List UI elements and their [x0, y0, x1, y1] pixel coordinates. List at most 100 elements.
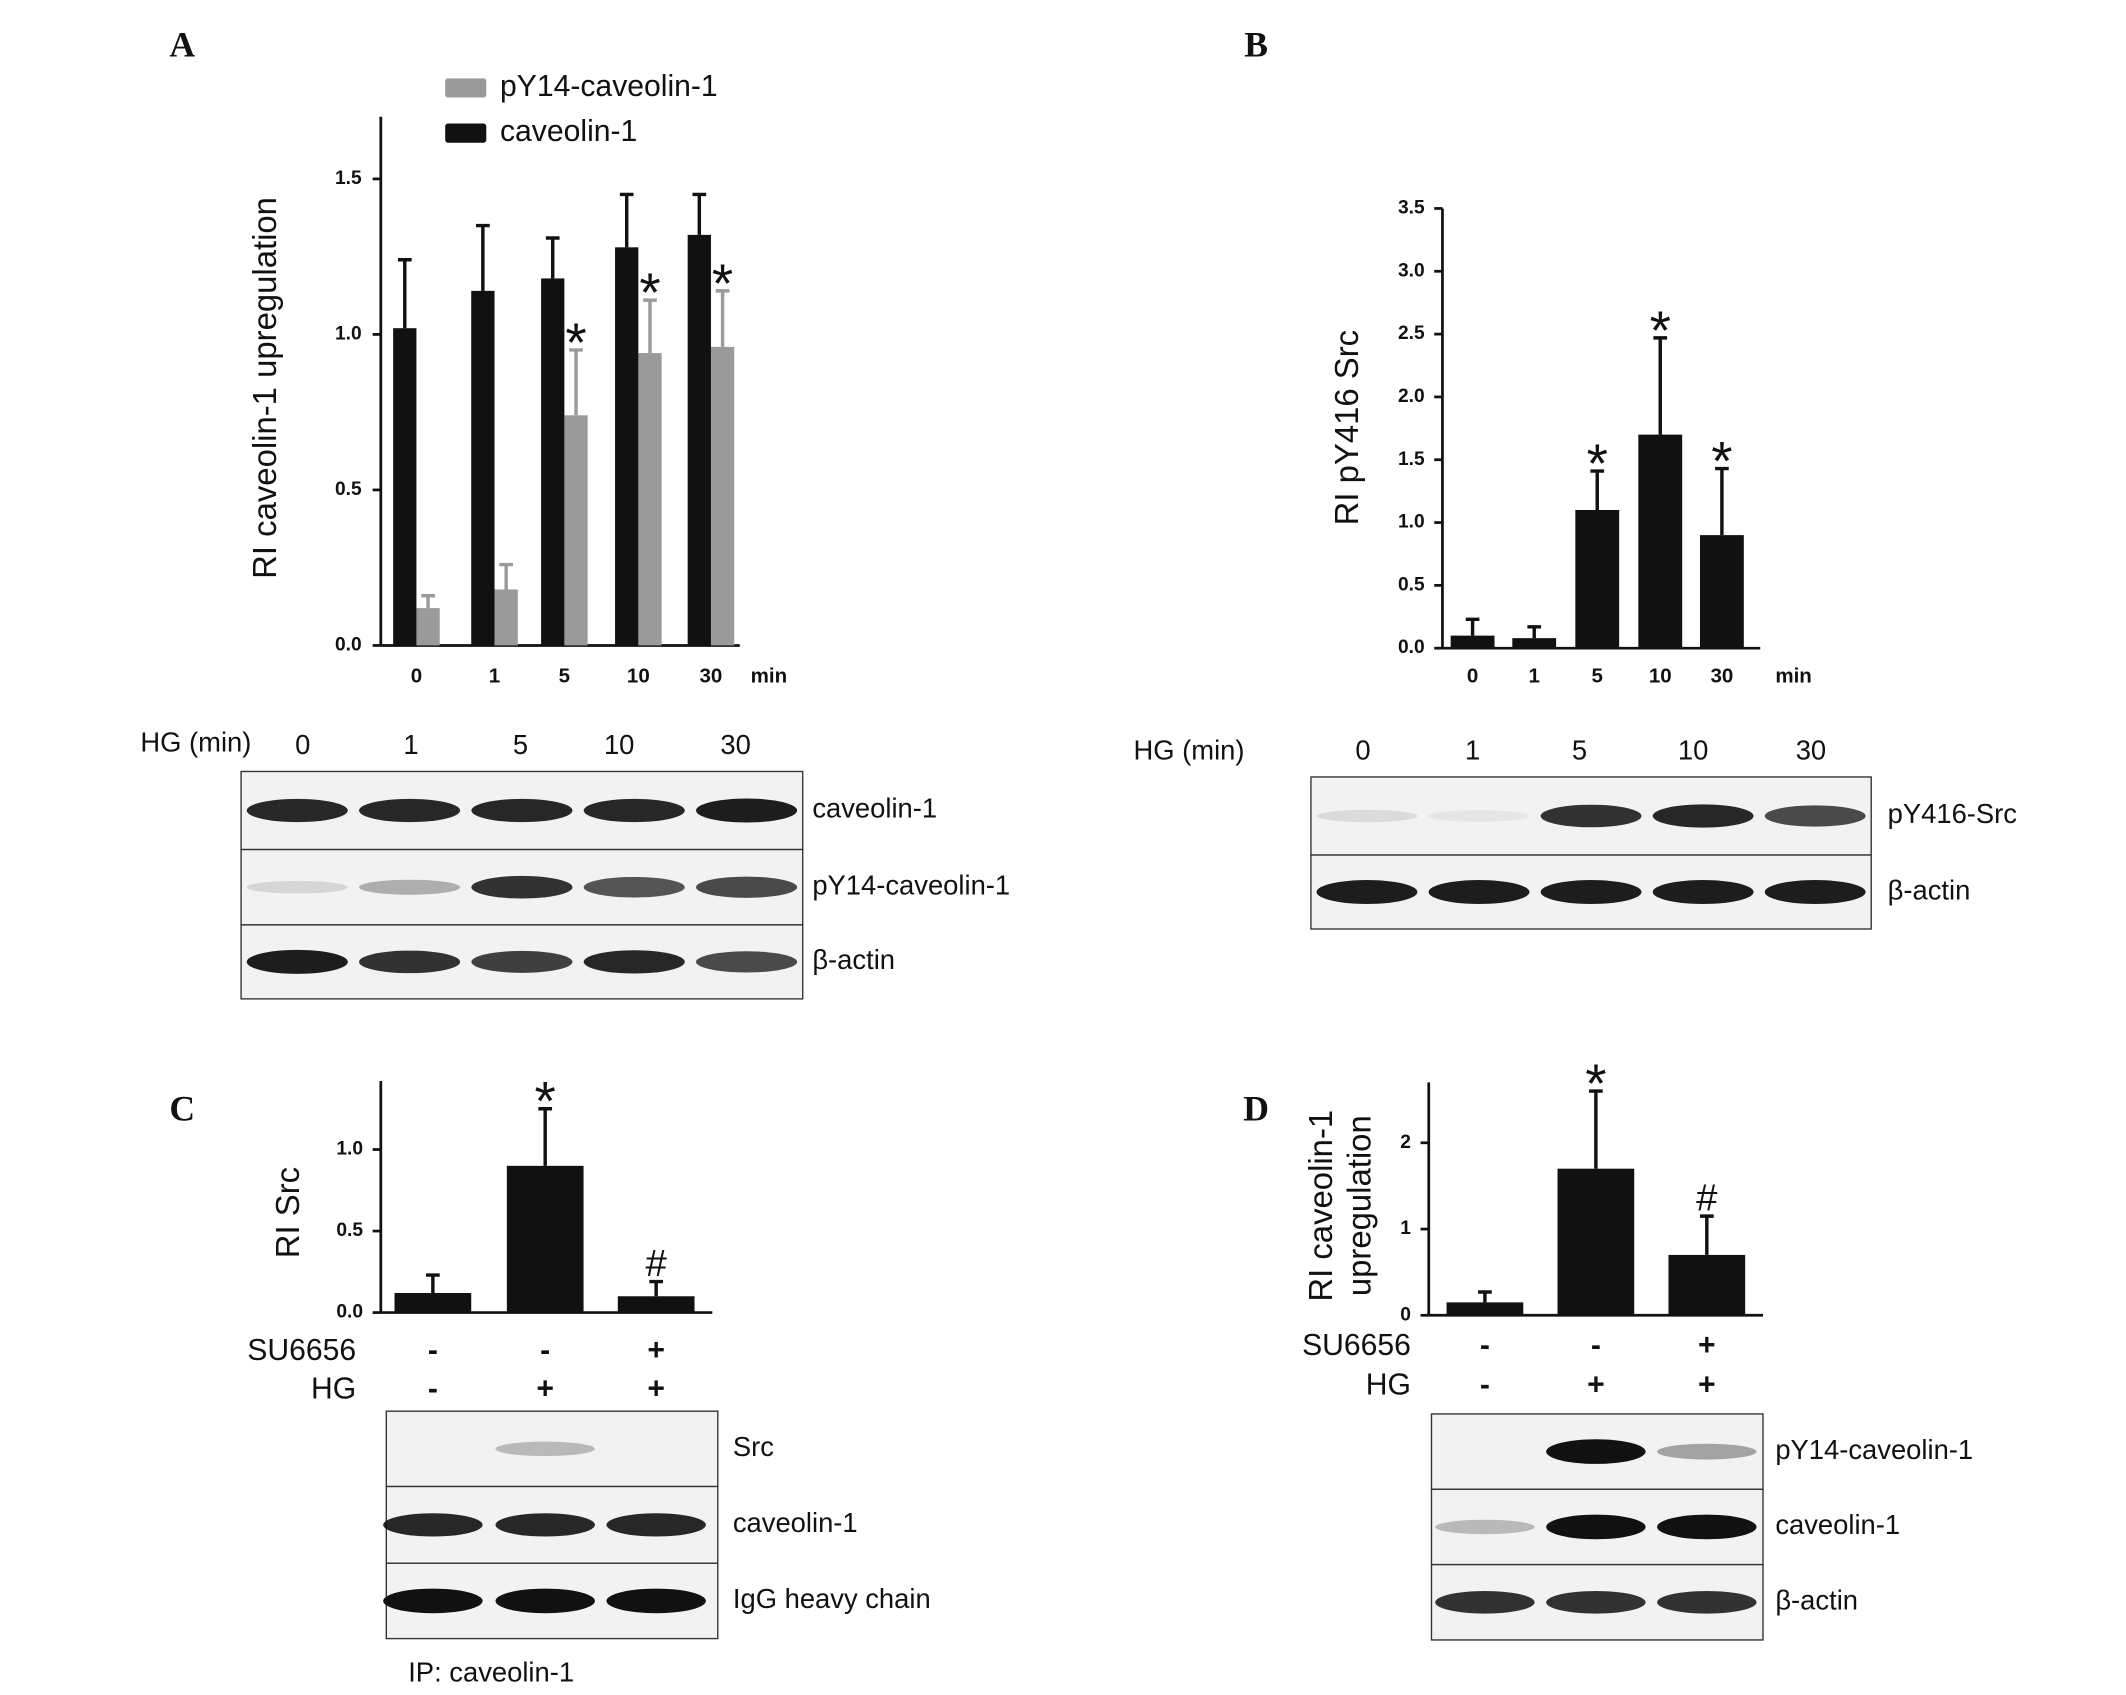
blot-band [583, 876, 685, 898]
blot-band [471, 950, 573, 973]
bar [1512, 638, 1557, 649]
error-bar [1465, 617, 1480, 636]
y-tick-label: 0.0 [336, 1302, 363, 1323]
blot-band [1652, 880, 1754, 905]
bar [687, 234, 711, 646]
blot-band [1428, 880, 1530, 905]
y-tick-label: 3.0 [1398, 260, 1425, 281]
y-tick-label: 2 [1400, 1132, 1411, 1153]
blot-band [696, 798, 798, 823]
condition-value: - [1480, 1329, 1490, 1362]
bar [394, 1292, 472, 1313]
y-axis-label: RI pY416 Src [1328, 330, 1365, 525]
blot-row-label: IgG heavy chain [733, 1583, 931, 1614]
panel-label: B [1244, 24, 1268, 64]
blot-band [1428, 810, 1530, 822]
lane-label: 10 [1678, 735, 1708, 766]
blot-row-label: caveolin-1 [733, 1507, 858, 1538]
condition-value: + [1698, 1368, 1716, 1401]
significance-marker: # [1696, 1177, 1718, 1220]
bar [617, 1296, 695, 1313]
blot-row-label: caveolin-1 [1775, 1509, 1900, 1540]
bar [541, 278, 565, 646]
y-axis-label: upregulation [1340, 1115, 1377, 1296]
error-bar [1589, 1089, 1603, 1169]
condition-value: - [1591, 1329, 1601, 1362]
error-bar [397, 258, 412, 329]
blot-row-label: pY14-caveolin-1 [812, 869, 1010, 900]
blot-band [246, 949, 348, 974]
error-bar [426, 1273, 440, 1293]
blot-band [1657, 1514, 1757, 1540]
blot-band [1764, 805, 1866, 827]
lane-label: 0 [295, 729, 310, 760]
error-bar [715, 289, 730, 347]
condition-value: + [1698, 1329, 1716, 1362]
bar [1575, 509, 1620, 649]
bar [494, 589, 518, 646]
blot-band [495, 1588, 595, 1614]
blot-row [385, 1410, 719, 1488]
bar [393, 328, 417, 646]
y-tick-label: 1.5 [335, 168, 362, 189]
blot-band [495, 1441, 595, 1457]
error-bar [1699, 1214, 1714, 1255]
blot-band [359, 879, 461, 895]
error-bar [1590, 469, 1605, 510]
blot-band [471, 875, 573, 899]
bar [564, 415, 588, 646]
significance-marker: # [645, 1242, 667, 1285]
x-unit: min [1775, 664, 1812, 687]
legend-swatch [445, 123, 487, 143]
significance-marker: * [535, 1070, 556, 1132]
x-tick-label: 1 [1529, 664, 1540, 687]
significance-marker: * [1650, 299, 1671, 361]
y-tick-label: 0.5 [336, 1220, 363, 1241]
error-bar [1527, 625, 1542, 639]
y-axis-label: RI caveolin-1 [1302, 1110, 1339, 1302]
blot-row-label: caveolin-1 [812, 793, 937, 824]
x-tick-label: 10 [1649, 664, 1672, 687]
y-tick-label: 3.5 [1398, 198, 1425, 219]
blot-row-label: Src [733, 1431, 774, 1462]
condition-name: SU6656 [247, 1334, 356, 1367]
blot-band [1316, 880, 1418, 905]
blot-row-label: β-actin [1775, 1585, 1858, 1616]
significance-marker: * [1585, 1052, 1606, 1114]
y-tick-label: 2.0 [1398, 386, 1425, 407]
blot-row-label: β-actin [1888, 874, 1971, 905]
error-bar [692, 192, 707, 235]
error-bar [538, 1107, 553, 1166]
condition-value: - [428, 1373, 438, 1406]
error-bar [643, 298, 657, 354]
error-bar [476, 223, 490, 291]
x-tick-label: 0 [1467, 664, 1478, 687]
lane-label: 1 [1465, 735, 1480, 766]
condition-name: SU6656 [1302, 1329, 1411, 1362]
error-bar [619, 192, 634, 248]
blot-band [1435, 1519, 1535, 1535]
lane-header: HG (min) [140, 726, 251, 757]
bar [1446, 1302, 1524, 1316]
bar [1450, 635, 1495, 649]
lane-label: 5 [513, 729, 528, 760]
blot-band [246, 798, 348, 823]
significance-marker: * [712, 252, 733, 314]
error-bar [499, 562, 514, 590]
error-bar [421, 593, 435, 609]
lane-label: 5 [1572, 735, 1587, 766]
error-bar [1653, 336, 1668, 435]
error-bar [1715, 466, 1729, 536]
blot-band [1764, 880, 1866, 905]
lane-label: 30 [1796, 735, 1826, 766]
significance-marker: * [565, 311, 586, 373]
error-bar [545, 236, 560, 279]
lane-label: 0 [1355, 735, 1370, 766]
blot-band [1546, 1439, 1646, 1464]
legend-label: caveolin-1 [500, 115, 637, 148]
lane-header: HG (min) [1134, 735, 1245, 766]
y-tick-label: 0.0 [1398, 637, 1425, 658]
blot-band [359, 950, 461, 974]
